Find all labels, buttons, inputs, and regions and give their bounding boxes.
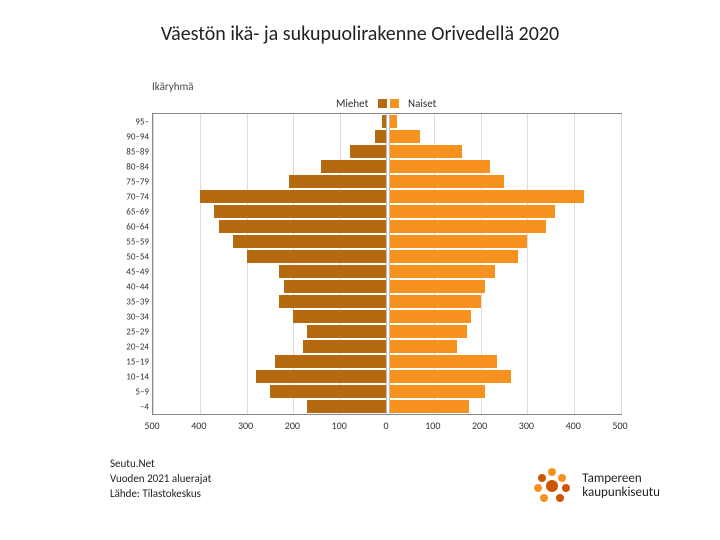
bar-women — [387, 220, 546, 233]
x-tick-label: 100 — [332, 419, 347, 432]
bar-women — [387, 400, 469, 413]
bar-men — [284, 280, 387, 293]
bar-women — [387, 310, 471, 323]
bar-women — [387, 175, 504, 188]
gridline — [200, 114, 201, 414]
x-tick-label: 200 — [472, 419, 487, 432]
bar-men — [200, 190, 387, 203]
population-pyramid-chart: Ikäryhmä Miehet Naiset 95–90–9485–8980–8… — [110, 80, 620, 437]
y-tick-label: 60–64 — [107, 222, 149, 231]
footer-line-3: Lähde: Tilastokeskus — [110, 487, 211, 502]
y-tick-label: 45–49 — [107, 267, 149, 276]
swatch-men — [378, 99, 387, 108]
bar-women — [387, 205, 555, 218]
bar-women — [387, 295, 481, 308]
y-tick-label: 85–89 — [107, 147, 149, 156]
bar-women — [387, 235, 527, 248]
tampere-logo-text: Tampereen kaupunkiseutu — [582, 472, 660, 499]
y-tick-label: 70–74 — [107, 192, 149, 201]
x-tick-label: 400 — [566, 419, 581, 432]
y-tick-label: 30–34 — [107, 312, 149, 321]
gridline — [574, 114, 575, 414]
y-tick-label: 15–19 — [107, 357, 149, 366]
gridline — [153, 114, 154, 414]
logo-text-line-1: Tampereen — [582, 472, 660, 486]
y-tick-label: 50–54 — [107, 252, 149, 261]
x-tick-label: 300 — [238, 419, 253, 432]
gridline — [434, 114, 435, 414]
bar-women — [387, 355, 497, 368]
x-tick-label: 100 — [425, 419, 440, 432]
bar-women — [387, 145, 462, 158]
page-title: Väestön ikä- ja sukupuolirakenne Orivede… — [0, 22, 720, 46]
bar-men — [219, 220, 387, 233]
series-labels: Miehet Naiset — [152, 97, 620, 111]
zero-line — [386, 114, 390, 414]
y-tick-label: 80–84 — [107, 162, 149, 171]
tampere-logo: Tampereen kaupunkiseutu — [530, 464, 660, 508]
source-footer: Seutu.Net Vuoden 2021 aluerajat Lähde: T… — [110, 457, 211, 502]
bar-women — [387, 370, 511, 383]
x-tick-label: 500 — [144, 419, 159, 432]
bar-women — [387, 130, 420, 143]
tampere-logo-icon — [530, 464, 574, 508]
bar-men — [247, 250, 387, 263]
x-tick-label: 0 — [383, 419, 388, 432]
bar-men — [256, 370, 387, 383]
y-axis-title: Ikäryhmä — [152, 80, 620, 93]
x-tick-label: 200 — [285, 419, 300, 432]
bar-men — [275, 355, 387, 368]
bar-men — [307, 400, 387, 413]
y-tick-label: 95– — [107, 117, 149, 126]
bar-men — [350, 145, 387, 158]
bar-men — [293, 310, 387, 323]
bar-women — [387, 340, 457, 353]
bar-women — [387, 265, 495, 278]
y-tick-label: 75–79 — [107, 177, 149, 186]
bar-women — [387, 160, 490, 173]
bar-men — [214, 205, 387, 218]
swatch-women — [390, 99, 399, 108]
y-tick-label: 55–59 — [107, 237, 149, 246]
y-tick-label: 5–9 — [107, 387, 149, 396]
y-tick-label: 25–29 — [107, 327, 149, 336]
bar-men — [279, 265, 387, 278]
x-axis: 5004003002001000100200300400500 — [152, 419, 620, 437]
bar-men — [270, 385, 387, 398]
series-label-women: Naiset — [408, 97, 436, 110]
gridline — [340, 114, 341, 414]
gridline — [527, 114, 528, 414]
bar-men — [233, 235, 387, 248]
bar-men — [289, 175, 387, 188]
y-tick-label: 90–94 — [107, 132, 149, 141]
y-tick-label: 65–69 — [107, 207, 149, 216]
gridline — [621, 114, 622, 414]
bar-women — [387, 325, 467, 338]
gridline — [293, 114, 294, 414]
bar-women — [387, 385, 485, 398]
logo-text-line-2: kaupunkiseutu — [582, 486, 660, 500]
x-tick-label: 500 — [612, 419, 627, 432]
y-tick-label: 35–39 — [107, 297, 149, 306]
bar-men — [303, 340, 387, 353]
x-tick-label: 400 — [191, 419, 206, 432]
y-tick-label: 20–24 — [107, 342, 149, 351]
gridline — [247, 114, 248, 414]
series-label-men: Miehet — [336, 97, 368, 110]
footer-line-2: Vuoden 2021 aluerajat — [110, 472, 211, 487]
y-tick-label: –4 — [107, 402, 149, 411]
footer-line-1: Seutu.Net — [110, 457, 211, 472]
x-tick-label: 300 — [519, 419, 534, 432]
bar-women — [387, 250, 518, 263]
y-tick-label: 10–14 — [107, 372, 149, 381]
bar-men — [307, 325, 387, 338]
bar-women — [387, 280, 485, 293]
bar-men — [321, 160, 387, 173]
gridline — [481, 114, 482, 414]
y-tick-label: 40–44 — [107, 282, 149, 291]
plot-area: 95–90–9485–8980–8475–7970–7465–6960–6455… — [152, 113, 622, 415]
bar-men — [279, 295, 387, 308]
bar-women — [387, 190, 584, 203]
